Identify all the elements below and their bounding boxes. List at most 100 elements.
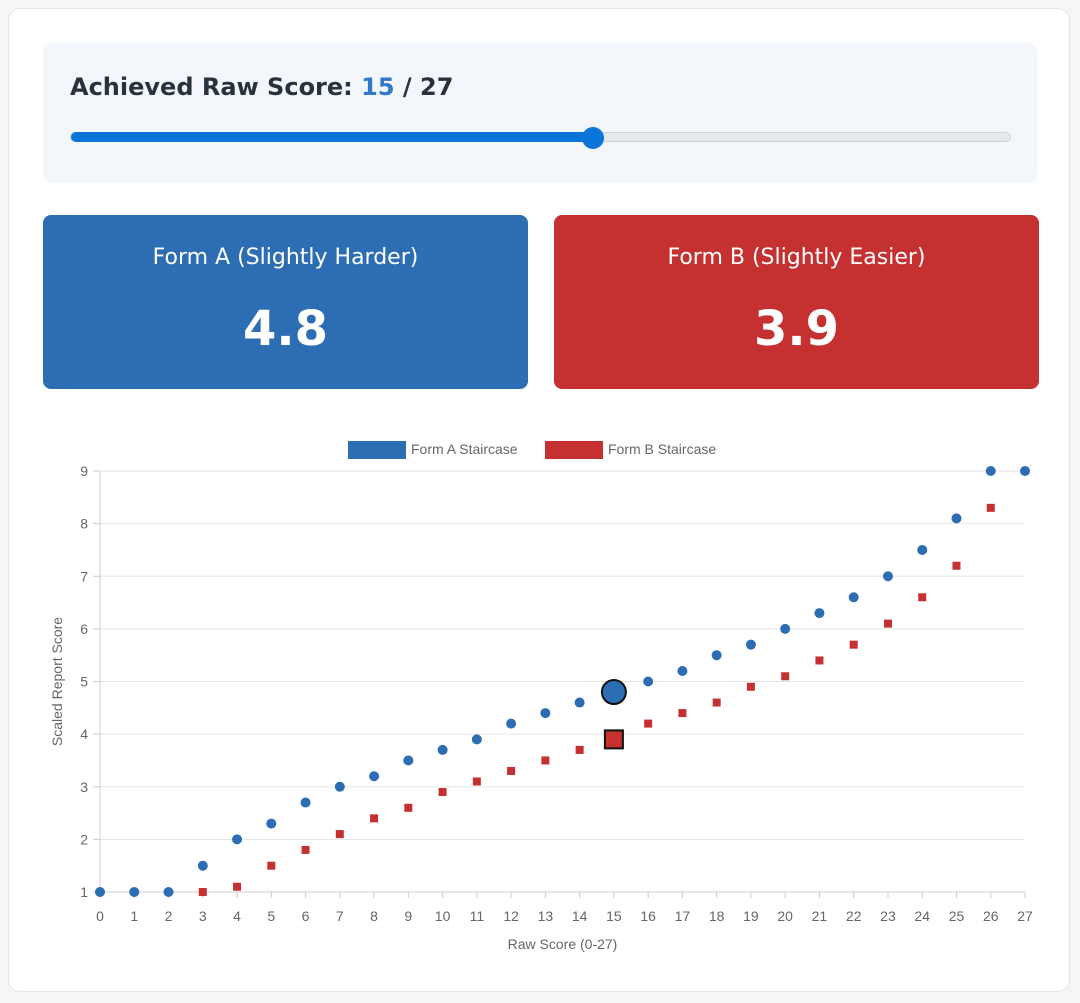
form-a-point [163, 887, 174, 897]
x-tick-label: 11 [470, 908, 485, 924]
form-a-point [266, 818, 277, 829]
chart-legend[interactable]: Form A Staircase Form B Staircase [348, 441, 716, 459]
x-tick-label: 0 [96, 908, 104, 924]
form-a-point [677, 665, 688, 676]
x-tick-label: 1 [130, 908, 138, 924]
form-a-score: 4.8 [242, 301, 329, 357]
score-max: 27 [420, 73, 454, 101]
y-axis-title: Scaled Report Score [49, 617, 65, 746]
form-a-card: Form A (Slightly Harder) 4.8 [43, 215, 528, 389]
score-panel: Achieved Raw Score: 15 / 27 [43, 43, 1038, 183]
x-tick-label: 10 [435, 908, 451, 924]
x-tick-label: 16 [640, 908, 656, 924]
form-a-point [437, 744, 448, 755]
form-a-point [232, 834, 243, 845]
form-a-point [197, 860, 208, 871]
legend-swatch[interactable] [545, 441, 603, 459]
form-b-point [849, 640, 858, 649]
form-a-point [951, 513, 962, 524]
x-tick-label: 24 [914, 908, 930, 924]
chart-grid [100, 470, 1025, 893]
form-b-point [335, 830, 344, 839]
x-tick-label: 9 [404, 908, 412, 924]
form-b-point [815, 656, 824, 665]
y-tick-label: 1 [80, 884, 88, 900]
form-b-current-point [603, 729, 624, 750]
form-b-point [781, 672, 790, 681]
x-tick-label: 14 [572, 908, 588, 924]
form-b-label: Form B (Slightly Easier) [667, 245, 926, 270]
form-a-point [643, 676, 654, 687]
slider-fill [71, 132, 593, 142]
form-b-point [746, 682, 755, 691]
y-tick-label: 6 [80, 621, 88, 637]
x-tick-label: 23 [880, 908, 896, 924]
y-tick-label: 5 [80, 674, 88, 690]
legend-label[interactable]: Form A Staircase [411, 441, 518, 457]
form-a-point [882, 571, 893, 582]
x-tick-label: 19 [743, 908, 759, 924]
form-b-card: Form B (Slightly Easier) 3.9 [554, 215, 1039, 389]
form-a-point [300, 797, 311, 808]
form-a-point [334, 781, 345, 792]
score-label: Achieved Raw Score: [70, 73, 353, 101]
x-tick-label: 8 [370, 908, 378, 924]
x-tick-label: 4 [233, 908, 241, 924]
form-b-point [678, 709, 687, 718]
form-a-point [369, 771, 380, 782]
form-a-point [711, 650, 722, 661]
form-b-point [404, 803, 413, 812]
form-a-point [574, 697, 585, 708]
form-a-point [780, 623, 791, 634]
form-b-point [472, 777, 481, 786]
x-tick-label: 7 [336, 908, 344, 924]
legend-label[interactable]: Form B Staircase [608, 441, 716, 457]
form-b-point [301, 845, 310, 854]
y-tick-label: 8 [80, 516, 88, 532]
form-a-point [917, 544, 928, 555]
form-a-current-point [600, 679, 627, 706]
score-card: Achieved Raw Score: 15 / 27 Form A (Slig… [8, 8, 1070, 992]
form-b-point [233, 882, 242, 891]
form-b-point [267, 861, 276, 870]
form-b-point [883, 619, 892, 628]
form-a-point [848, 592, 859, 603]
x-tick-label: 20 [777, 908, 793, 924]
form-a-point [95, 887, 105, 897]
legend-swatch[interactable] [348, 441, 406, 459]
chart-marks [95, 466, 1030, 897]
form-a-point [471, 734, 482, 745]
form-b-point [438, 788, 447, 797]
form-b-point [986, 503, 995, 512]
form-b-point [541, 756, 550, 765]
x-tick-label: 22 [846, 908, 862, 924]
x-tick-label: 27 [1017, 908, 1033, 924]
x-axis-title: Raw Score (0-27) [508, 936, 618, 952]
form-a-point [1020, 466, 1030, 476]
x-tick-label: 21 [812, 908, 828, 924]
form-a-point [540, 708, 551, 719]
form-b-point [507, 766, 516, 775]
slider-thumb[interactable] [581, 127, 604, 149]
form-b-point [370, 814, 379, 823]
x-tick-label: 3 [199, 908, 207, 924]
form-a-point [506, 718, 517, 729]
form-b-point [712, 698, 721, 707]
y-tick-label: 9 [80, 463, 88, 479]
y-tick-label: 3 [80, 779, 88, 795]
form-a-point [814, 608, 825, 619]
form-b-point [644, 719, 653, 728]
form-b-score: 3.9 [753, 301, 840, 357]
y-tick-label: 7 [80, 568, 88, 584]
form-a-point [745, 639, 756, 650]
form-b-point [952, 561, 961, 570]
form-a-point [403, 755, 414, 766]
form-b-point [918, 593, 927, 602]
score-separator: / [402, 73, 412, 101]
raw-score-slider[interactable] [70, 127, 1011, 149]
y-tick-label: 4 [80, 726, 88, 742]
x-tick-label: 25 [949, 908, 965, 924]
form-b-point [575, 745, 584, 754]
